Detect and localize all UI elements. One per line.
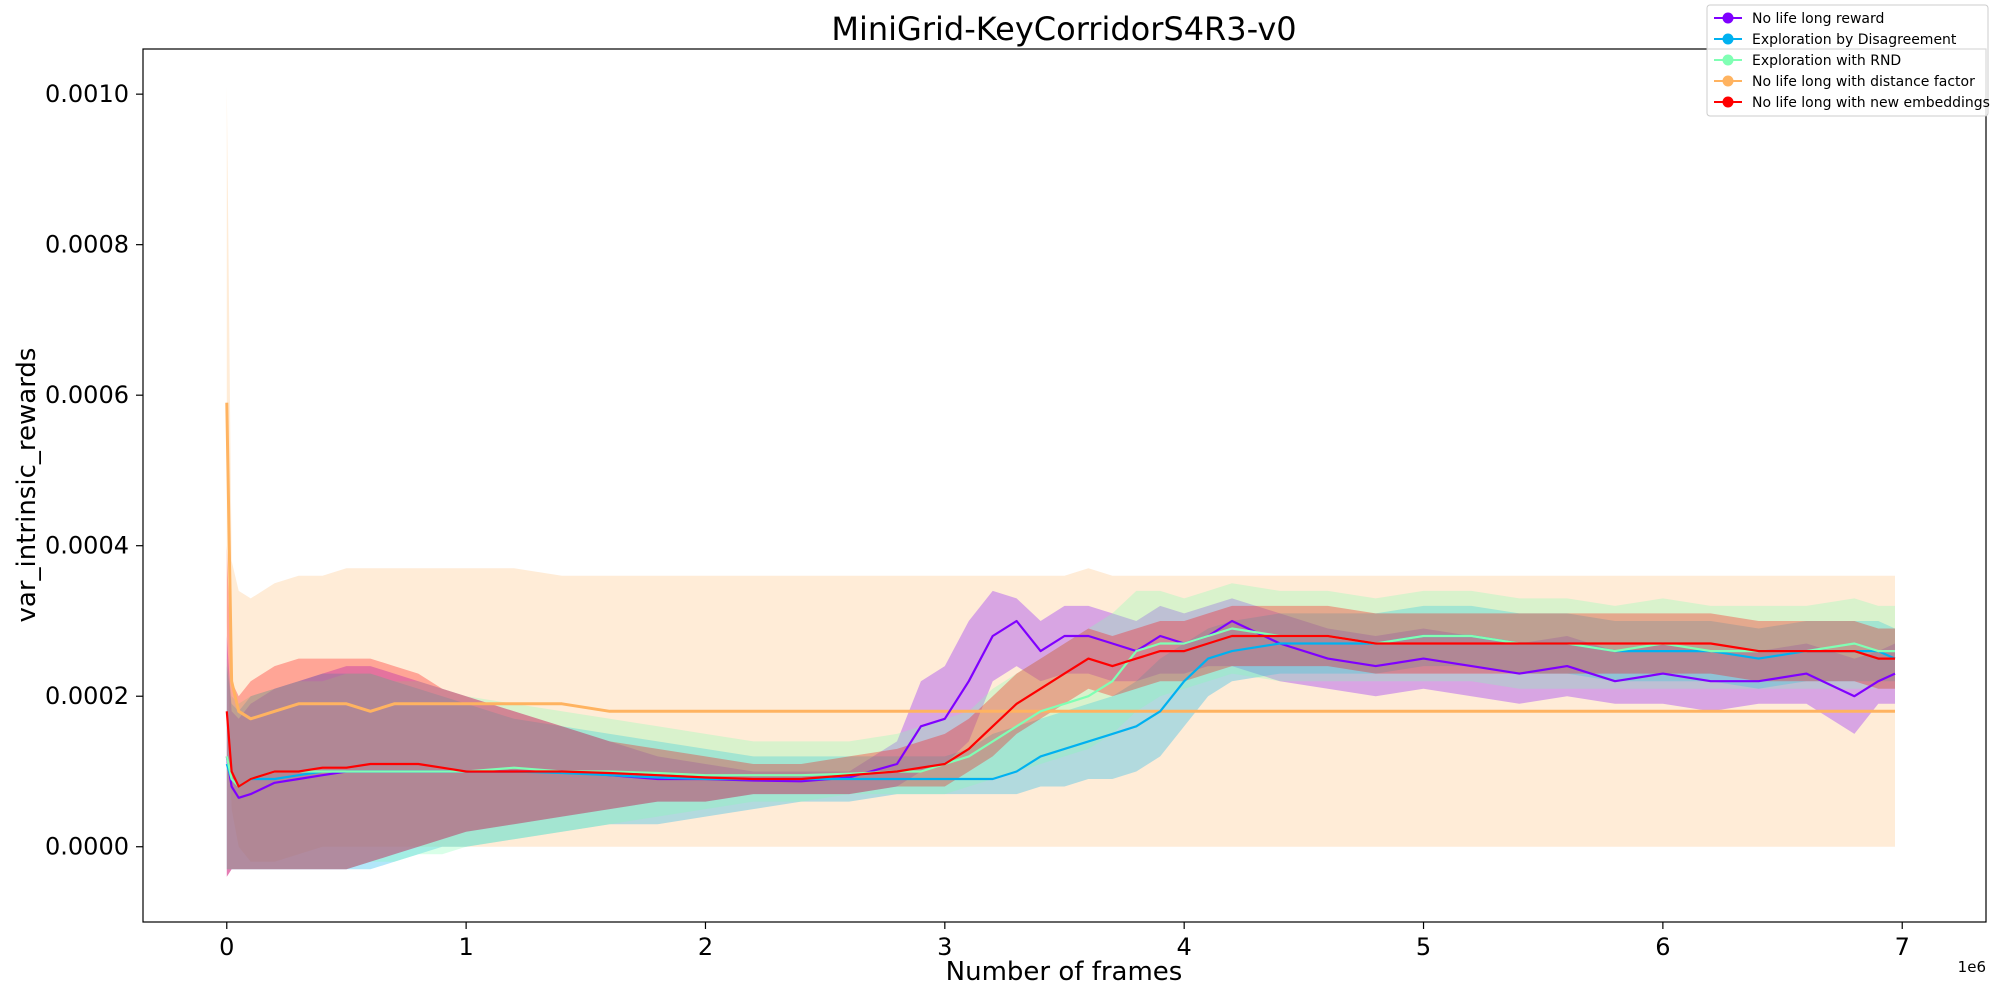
legend-label: No life long with distance factor xyxy=(1752,74,1975,90)
legend-marker xyxy=(1722,12,1734,24)
y-tick-label: 0.0000 xyxy=(45,833,129,861)
legend-marker xyxy=(1722,54,1734,66)
x-axis-label: Number of frames xyxy=(946,957,1183,987)
y-tick-label: 0.0010 xyxy=(45,80,129,108)
series-lines xyxy=(225,402,1896,799)
x-tick-label: 2 xyxy=(698,933,713,961)
confidence-bands xyxy=(226,86,1895,877)
chart-title: MiniGrid-KeyCorridorS4R3-v0 xyxy=(831,10,1296,48)
legend-marker xyxy=(1722,96,1734,108)
legend-label: No life long reward xyxy=(1752,11,1884,27)
legend: No life long reward Exploration by Disagr… xyxy=(1706,4,1990,117)
legend-entry: Exploration by Disagreement xyxy=(1714,32,1957,48)
legend-box xyxy=(1706,4,1989,117)
band-no-life-long-with-new-embeddings xyxy=(226,545,1895,877)
legend-entry: No life long reward xyxy=(1714,11,1884,27)
line-no-life-long-with-distance-factor xyxy=(225,402,1895,721)
legend-entry: No life long with distance factor xyxy=(1714,74,1975,90)
x-tick-label: 5 xyxy=(1416,933,1431,961)
x-tick-label: 7 xyxy=(1895,933,1910,961)
x-tick-label: 0 xyxy=(219,933,234,961)
legend-label: No life long with new embeddings xyxy=(1752,95,1990,111)
legend-entry: No life long with new embeddings xyxy=(1714,95,1990,111)
y-tick-label: 0.0002 xyxy=(45,682,129,710)
y-tick-label: 0.0006 xyxy=(45,381,129,409)
x-tick-label: 4 xyxy=(1177,933,1192,961)
y-tick-label: 0.0004 xyxy=(45,532,129,560)
y-tick-label: 0.0008 xyxy=(45,231,129,259)
line-no-life-long-with-new-embeddings xyxy=(225,634,1895,788)
x-axis-offset-label: 1e6 xyxy=(1958,958,1986,976)
band-exploration-by-disagreement xyxy=(226,605,1895,870)
x-tick-label: 6 xyxy=(1655,933,1670,961)
plot-area-frame xyxy=(142,48,1987,923)
legend-label: Exploration by Disagreement xyxy=(1752,32,1957,48)
legend-marker xyxy=(1722,75,1734,87)
y-axis-label: var_intrinsic_rewards xyxy=(12,348,42,623)
legend-marker xyxy=(1722,33,1734,45)
y-axis: 0.0000 0.0002 0.0004 0.0006 0.0008 0.0010 xyxy=(45,80,143,861)
band-exploration-with-rnd xyxy=(226,583,1895,870)
legend-entry: Exploration with RND xyxy=(1714,53,1901,69)
x-tick-label: 1 xyxy=(458,933,473,961)
x-axis: 0 1 2 3 4 5 6 7 xyxy=(219,922,1910,961)
band-no-life-long-reward xyxy=(226,590,1895,877)
x-tick-label: 3 xyxy=(937,933,952,961)
legend-label: Exploration with RND xyxy=(1752,53,1901,69)
